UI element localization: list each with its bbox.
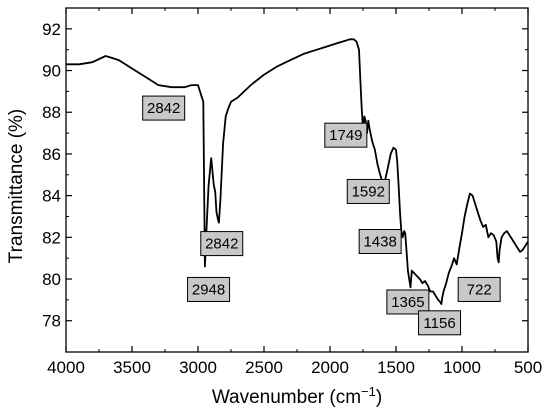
x-tick-label: 500 [514,358,542,377]
y-tick-label: 88 [42,103,61,122]
y-tick-label: 90 [42,62,61,81]
peak-label-box [142,95,186,121]
y-tick-label: 82 [42,228,61,247]
peak-label-text: 2948 [192,281,225,298]
peak-label-text: 1592 [352,183,385,200]
peak-label-box [187,276,231,302]
y-axis-label: Transmittance (%) [6,109,27,264]
x-tick-label: 3000 [179,358,217,377]
peak-label-text: 1365 [391,294,424,311]
annotations-group: 2842 2948 2842 1749 1592 1438 1365 1156 722 [142,95,501,336]
ticks-group: 4000 3500 3000 2500 2000 1500 1000 500 78 80 82 84 8… [42,8,542,377]
x-tick-label: 1500 [377,358,415,377]
peak-label-text: 1749 [329,127,362,144]
peak-label-box [324,122,368,148]
series-group [66,38,529,305]
x-axis-label-main: Wavenumber (cm [212,387,361,408]
series-line-0 [66,38,529,305]
peak-label-box [386,289,430,315]
peak-label-box [418,310,462,336]
y-tick-label: 80 [42,270,61,289]
x-tick-label: 2000 [311,358,349,377]
y-tick-label: 92 [42,20,61,39]
peak-label-box [457,276,501,302]
x-axis-label: Wavenumber (cm−1) [212,384,382,408]
y-tick-label: 78 [42,312,61,331]
x-tick-label: 3500 [113,358,151,377]
peak-label-box [200,231,244,257]
peak-label-text: 2842 [205,236,238,253]
x-tick-label: 2500 [245,358,283,377]
peak-label-box [358,229,402,255]
peak-label-text: 2842 [147,100,180,117]
peak-label-text: 1438 [363,234,396,251]
peak-label-box [346,178,390,204]
x-tick-label: 4000 [47,358,85,377]
x-axis-label-sup: −1 [361,384,376,399]
x-axis-label-tail: ) [376,387,382,408]
peak-label-text: 722 [467,281,492,298]
x-tick-label: 1000 [443,358,481,377]
y-tick-label: 86 [42,145,61,164]
y-tick-label: 84 [42,187,61,206]
peak-label-text: 1156 [423,315,455,332]
